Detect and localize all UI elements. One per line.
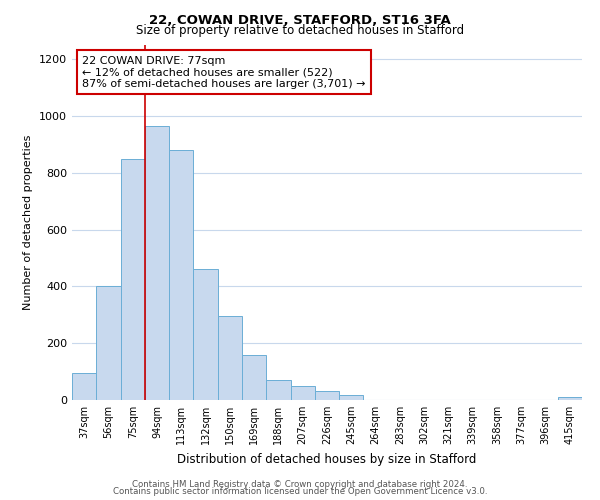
Bar [339,395,364,400]
Text: 22 COWAN DRIVE: 77sqm
← 12% of detached houses are smaller (522)
87% of semi-det: 22 COWAN DRIVE: 77sqm ← 12% of detached … [82,56,366,89]
Bar [145,126,169,400]
Bar [315,390,339,400]
Bar [218,316,242,400]
Text: 22, COWAN DRIVE, STAFFORD, ST16 3FA: 22, COWAN DRIVE, STAFFORD, ST16 3FA [149,14,451,27]
X-axis label: Distribution of detached houses by size in Stafford: Distribution of detached houses by size … [178,452,476,466]
Bar [121,159,145,400]
Bar [72,373,96,400]
Text: Size of property relative to detached houses in Stafford: Size of property relative to detached ho… [136,24,464,37]
Bar [96,286,121,400]
Bar [193,270,218,400]
Bar [242,354,266,400]
Text: Contains HM Land Registry data © Crown copyright and database right 2024.: Contains HM Land Registry data © Crown c… [132,480,468,489]
Bar [290,386,315,400]
Bar [558,396,582,400]
Y-axis label: Number of detached properties: Number of detached properties [23,135,34,310]
Text: Contains public sector information licensed under the Open Government Licence v3: Contains public sector information licen… [113,487,487,496]
Bar [169,150,193,400]
Bar [266,380,290,400]
